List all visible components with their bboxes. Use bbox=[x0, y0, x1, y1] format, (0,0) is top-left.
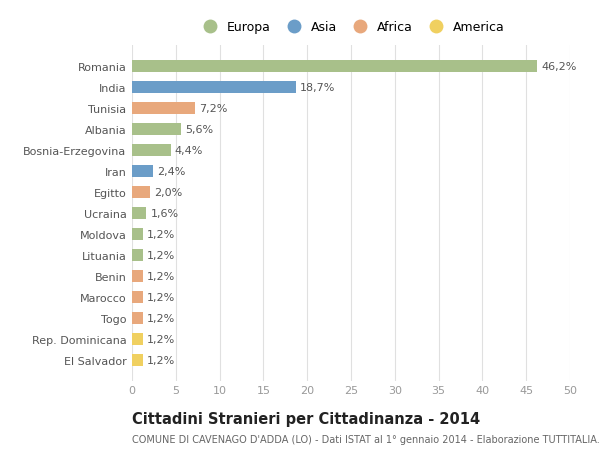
Text: 7,2%: 7,2% bbox=[199, 104, 228, 114]
Bar bbox=[132, 61, 537, 73]
Bar bbox=[132, 166, 153, 177]
Text: 1,2%: 1,2% bbox=[147, 271, 175, 281]
Bar bbox=[132, 207, 146, 219]
Text: 2,0%: 2,0% bbox=[154, 188, 182, 197]
Text: 5,6%: 5,6% bbox=[185, 125, 214, 134]
Text: 1,2%: 1,2% bbox=[147, 334, 175, 344]
Bar bbox=[132, 313, 143, 324]
Text: 1,2%: 1,2% bbox=[147, 250, 175, 260]
Text: 1,2%: 1,2% bbox=[147, 355, 175, 365]
Bar bbox=[132, 229, 143, 240]
Bar bbox=[132, 124, 181, 135]
Bar bbox=[132, 250, 143, 261]
Bar bbox=[132, 354, 143, 366]
Bar bbox=[132, 103, 195, 114]
Bar bbox=[132, 145, 170, 157]
Bar bbox=[132, 187, 149, 198]
Text: 1,2%: 1,2% bbox=[147, 313, 175, 323]
Bar bbox=[132, 333, 143, 345]
Bar bbox=[132, 291, 143, 303]
Text: 46,2%: 46,2% bbox=[541, 62, 577, 72]
Text: 1,2%: 1,2% bbox=[147, 230, 175, 239]
Text: COMUNE DI CAVENAGO D'ADDA (LO) - Dati ISTAT al 1° gennaio 2014 - Elaborazione TU: COMUNE DI CAVENAGO D'ADDA (LO) - Dati IS… bbox=[132, 434, 600, 444]
Text: 4,4%: 4,4% bbox=[175, 146, 203, 156]
Bar bbox=[132, 270, 143, 282]
Text: 2,4%: 2,4% bbox=[157, 167, 186, 177]
Legend: Europa, Asia, Africa, America: Europa, Asia, Africa, America bbox=[194, 19, 508, 37]
Text: 1,6%: 1,6% bbox=[151, 208, 179, 218]
Bar bbox=[132, 82, 296, 94]
Text: Cittadini Stranieri per Cittadinanza - 2014: Cittadini Stranieri per Cittadinanza - 2… bbox=[132, 411, 480, 426]
Text: 1,2%: 1,2% bbox=[147, 292, 175, 302]
Text: 18,7%: 18,7% bbox=[300, 83, 335, 93]
